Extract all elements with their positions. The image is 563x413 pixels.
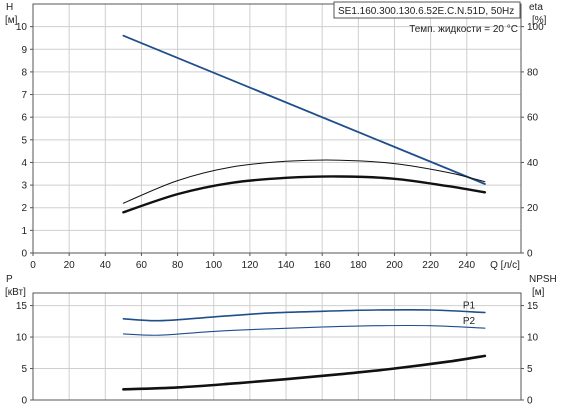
series-label-p2: P2 xyxy=(463,316,476,327)
right-tick-label: 15 xyxy=(527,301,539,312)
left-tick-label: 10 xyxy=(16,333,28,344)
right-axis-unit: [м] xyxy=(532,287,545,298)
series-line-head-eff-2 xyxy=(122,175,487,214)
right-tick-label: 5 xyxy=(527,364,533,375)
plot-frame xyxy=(32,292,522,401)
x-tick-label: 120 xyxy=(242,260,259,271)
right-tick-label: 100 xyxy=(527,22,544,33)
left-tick-label: 5 xyxy=(21,135,27,146)
series-line-head-eff-0 xyxy=(122,34,486,185)
left-tick-label: 15 xyxy=(16,301,28,312)
x-axis-title: Q [л/с] xyxy=(490,260,520,271)
left-tick-label: 4 xyxy=(21,158,27,169)
right-tick-label: 20 xyxy=(527,203,539,214)
right-axis-unit: [%] xyxy=(532,15,547,26)
right-tick-label: 60 xyxy=(527,113,539,124)
left-tick-label: 7 xyxy=(21,90,27,101)
left-tick-label: 8 xyxy=(21,67,27,78)
x-tick-label: 140 xyxy=(278,260,295,271)
x-tick-label: 240 xyxy=(458,260,475,271)
series-line-p1 xyxy=(122,308,486,322)
left-tick-label: 10 xyxy=(16,22,28,33)
x-tick-label: 200 xyxy=(386,260,403,271)
series-line-p2 xyxy=(122,324,486,336)
left-tick-label: 9 xyxy=(21,45,27,56)
x-tick-label: 40 xyxy=(100,260,112,271)
left-tick-label: 3 xyxy=(21,181,27,192)
series-line-head-eff-1 xyxy=(122,159,486,204)
x-tick-label: 0 xyxy=(30,260,36,271)
axes-layer xyxy=(30,3,524,401)
left-axis-title: H xyxy=(6,2,13,13)
left-axis-title: P xyxy=(6,274,13,285)
right-tick-label: 0 xyxy=(527,396,533,407)
right-tick-label: 10 xyxy=(527,333,539,344)
series-line-power-npsh-2 xyxy=(122,354,487,391)
series-label-p1: P1 xyxy=(463,301,476,312)
left-tick-label: 1 xyxy=(21,226,27,237)
x-tick-label: 160 xyxy=(314,260,331,271)
left-tick-label: 2 xyxy=(21,203,27,214)
right-tick-label: 0 xyxy=(527,249,533,260)
left-axis-unit: [м] xyxy=(5,15,18,26)
left-tick-label: 5 xyxy=(21,364,27,375)
right-axis-title: NPSH xyxy=(529,274,557,285)
x-tick-label: 100 xyxy=(205,260,222,271)
left-tick-label: 0 xyxy=(21,249,27,260)
temp-note: Темп. жидкости = 20 °C xyxy=(409,24,518,35)
right-axis-title: eta xyxy=(529,2,543,13)
model-label: SE1.160.300.130.6.52E.C.N.51D, 50Hz xyxy=(338,6,514,17)
left-tick-label: 6 xyxy=(21,113,27,124)
grid-layer xyxy=(33,4,521,400)
plot-frame xyxy=(32,3,522,254)
x-tick-label: 60 xyxy=(136,260,148,271)
left-axis-unit: [кВт] xyxy=(5,287,26,298)
left-tick-label: 0 xyxy=(21,396,27,407)
x-tick-label: 80 xyxy=(172,260,184,271)
right-tick-label: 80 xyxy=(527,67,539,78)
x-tick-label: 20 xyxy=(64,260,76,271)
x-tick-label: 180 xyxy=(350,260,367,271)
model-label-box xyxy=(333,1,521,19)
text-layer: SE1.160.300.130.6.52E.C.N.51D, 50Hz Темп… xyxy=(5,1,557,407)
series-layer xyxy=(122,34,487,391)
x-tick-label: 220 xyxy=(422,260,439,271)
right-tick-label: 40 xyxy=(527,158,539,169)
